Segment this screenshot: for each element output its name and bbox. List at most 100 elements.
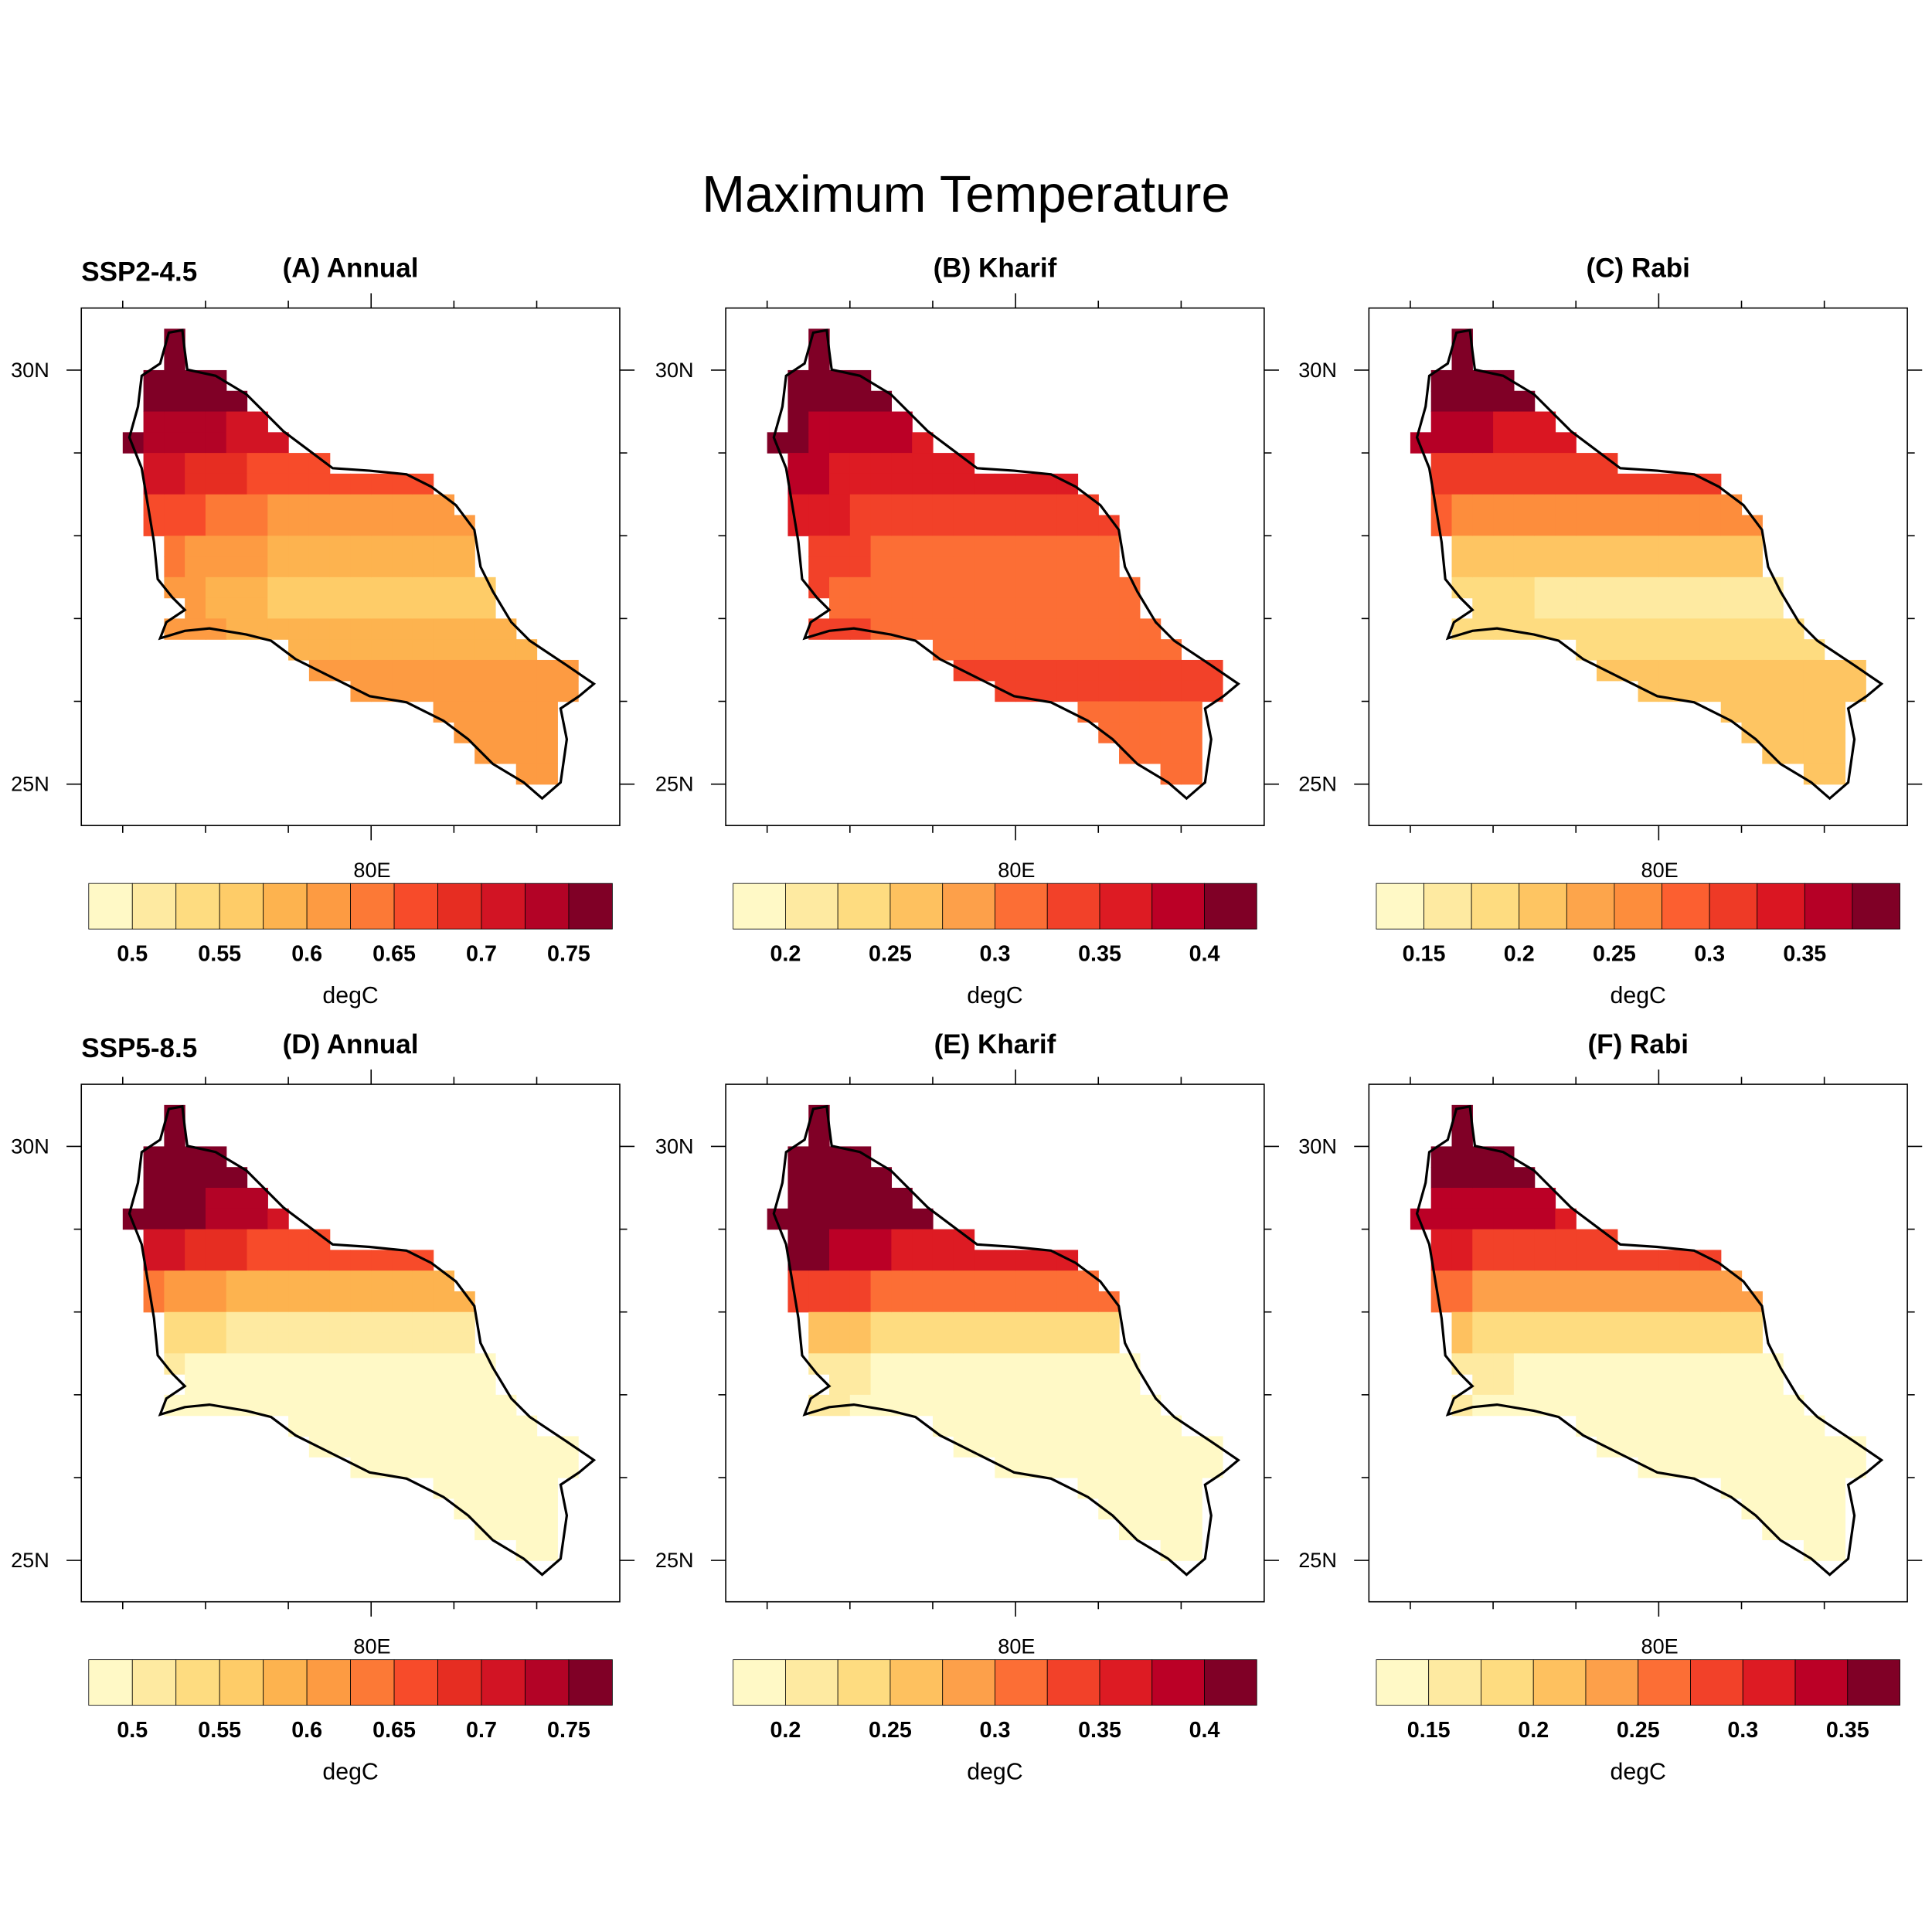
grid-cell [288, 1374, 310, 1396]
grid-cell [891, 577, 913, 599]
grid-cell [1139, 1436, 1162, 1458]
grid-cell [1783, 1477, 1804, 1499]
grid-cell [953, 597, 975, 620]
grid-cell [1430, 1167, 1453, 1189]
panel-title: (F) Rabi [1587, 1029, 1689, 1060]
colorbar-bin [1471, 883, 1520, 930]
grid-cell [1638, 1374, 1660, 1396]
grid-cell [329, 1311, 352, 1334]
grid-cell [1679, 494, 1701, 516]
grid-cell [454, 536, 475, 557]
grid-cell [912, 453, 934, 474]
grid-cell [495, 743, 517, 764]
grid-cell [1679, 597, 1701, 620]
grid-cell [1015, 1353, 1037, 1375]
grid-cell [912, 1229, 934, 1250]
grid-cell [1783, 659, 1804, 682]
grid-cell [495, 680, 517, 702]
colorbar-bin [1151, 1659, 1205, 1706]
colorbar-bin [785, 883, 838, 930]
grid-cell [1160, 680, 1182, 702]
grid-cell [185, 1374, 206, 1396]
grid-cell [932, 1311, 954, 1334]
grid-cell [808, 1125, 830, 1148]
colorbar-tick-label: 0.25 [1617, 1718, 1660, 1743]
colorbar-tick-label: 0.4 [1189, 1718, 1220, 1743]
grid-cell [974, 1270, 995, 1292]
colorbar-bin [837, 883, 891, 930]
grid-cell [247, 597, 268, 620]
grid-cell [932, 1353, 954, 1375]
grid-cell [536, 1498, 558, 1520]
grid-cell [1699, 1353, 1722, 1375]
grid-cell [1056, 1415, 1079, 1437]
grid-cell [1824, 1498, 1846, 1520]
panel-title: (A) Annual [283, 253, 419, 284]
grid-cell [912, 1311, 934, 1334]
grid-cell [1638, 1270, 1660, 1292]
grid-cell [329, 494, 352, 516]
grid-cell [1741, 722, 1763, 743]
grid-cell [1597, 1394, 1618, 1417]
grid-cell [412, 494, 434, 516]
grid-cell [164, 494, 185, 516]
grid-cell [995, 536, 1016, 557]
grid-cell [1098, 1353, 1120, 1375]
grid-cell [1451, 453, 1473, 474]
grid-cell [1720, 1353, 1743, 1375]
grid-cell [891, 1374, 913, 1396]
grid-cell [870, 494, 893, 516]
grid-cell [185, 1167, 206, 1189]
grid-cell [1077, 1332, 1099, 1354]
grid-cell [1056, 1250, 1079, 1271]
grid-cell [870, 556, 893, 578]
grid-cell [412, 659, 434, 682]
grid-cell [1493, 577, 1515, 599]
grid-cell [912, 1291, 934, 1313]
grid-cell [267, 1332, 289, 1354]
colorbar-tick-label: 0.7 [466, 1718, 497, 1743]
grid-cell [1803, 763, 1825, 785]
grid-cell [1658, 494, 1680, 516]
lon-label-80e: 80E [1641, 858, 1679, 882]
grid-cell [474, 577, 496, 599]
grid-cell [1451, 473, 1473, 495]
grid-cell [829, 515, 851, 536]
grid-cell [185, 1270, 206, 1292]
grid-cell [1783, 680, 1804, 702]
grid-cell [1658, 577, 1680, 599]
grid-cell [891, 1229, 913, 1250]
grid-cell [808, 1167, 830, 1189]
grid-cell [870, 432, 893, 454]
grid-cell [1803, 1477, 1825, 1499]
grid-cell [953, 494, 975, 516]
grid-cell [371, 1436, 393, 1458]
colorbar-unit: degC [1611, 1759, 1666, 1784]
grid-cell [226, 556, 248, 578]
grid-cell [1119, 1519, 1141, 1540]
grid-cell [164, 1291, 185, 1313]
colorbar-tick-label: 0.4 [1189, 942, 1220, 967]
grid-cell [329, 1374, 352, 1396]
grid-cell [1762, 597, 1784, 620]
grid-cell [392, 1332, 413, 1354]
grid-cell [1160, 659, 1182, 682]
colorbar-bin [568, 1659, 613, 1706]
grid-cell [891, 1250, 913, 1271]
grid-cell [267, 1250, 289, 1271]
grid-cell [829, 1229, 851, 1250]
grid-cell [1430, 453, 1453, 474]
grid-cell [1181, 1498, 1202, 1520]
grid-cell [205, 1250, 227, 1271]
grid-cell [891, 1311, 913, 1334]
lat-label-30n: 30N [11, 1134, 49, 1158]
grid-cell [808, 1311, 830, 1334]
grid-cell [308, 1270, 331, 1292]
grid-cell [1493, 411, 1515, 433]
grid-cell [1098, 701, 1120, 723]
grid-cells [122, 328, 579, 785]
grid-cell [953, 1250, 975, 1271]
grid-cell [1534, 1332, 1556, 1354]
grid-cell [849, 494, 872, 516]
grid-cell [829, 577, 851, 599]
